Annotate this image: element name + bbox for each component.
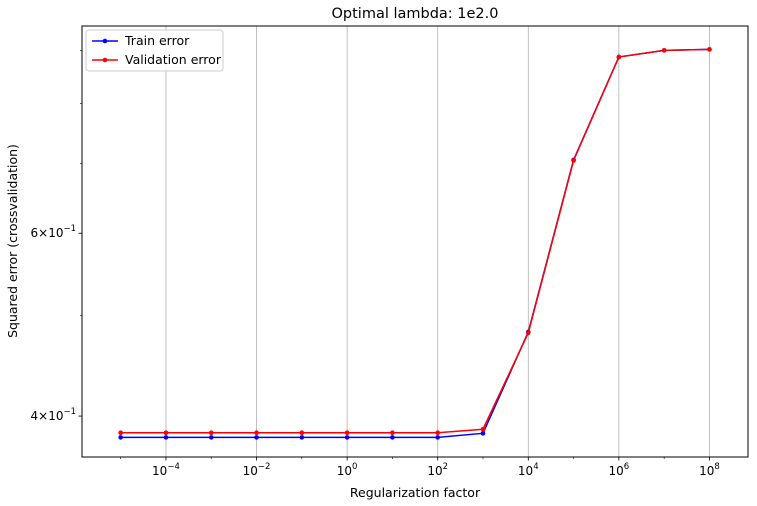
- data-point-validation: [707, 47, 712, 52]
- legend-label-validation: Validation error: [125, 52, 222, 67]
- data-point-train: [254, 435, 259, 440]
- data-point-validation: [118, 430, 123, 436]
- legend-marker-train: [102, 38, 108, 44]
- data-point-validation: [525, 330, 531, 336]
- x-tick-label: 106: [609, 462, 630, 478]
- x-tick-label: 102: [427, 462, 448, 478]
- y-axis: 4×10−1 6×10−1: [31, 50, 82, 423]
- series-line-train: [120, 48, 710, 439]
- x-axis-label: Regularization factor: [350, 485, 481, 500]
- data-point-validation: [480, 426, 486, 432]
- chart-title: Optimal lambda: 1e2.0: [331, 6, 498, 22]
- data-point-train: [390, 435, 395, 440]
- data-point-validation: [208, 430, 214, 436]
- x-axis: 10−4 10−2 100 102 104 106 108: [120, 457, 720, 478]
- y-tick-label: 6×10−1: [31, 224, 77, 240]
- x-tick-label: 108: [699, 462, 720, 478]
- plot-area-frame: [81, 25, 749, 458]
- series-train: [118, 47, 712, 440]
- legend-label-train: Train error: [124, 33, 190, 48]
- data-point-validation: [254, 430, 259, 436]
- data-point-train: [163, 435, 169, 440]
- series-line-validation: [120, 48, 710, 434]
- data-point-validation: [163, 430, 169, 436]
- data-point-train: [299, 435, 305, 440]
- x-tick-label: 104: [518, 462, 539, 478]
- data-point-train: [208, 435, 214, 440]
- legend: Train error Validation error: [85, 29, 224, 72]
- x-tick-label: 10−4: [152, 462, 180, 478]
- series-validation: [118, 47, 712, 436]
- grid-lines: [165, 26, 710, 457]
- x-tick-label: 100: [337, 462, 358, 478]
- data-point-train: [480, 431, 486, 436]
- data-point-validation: [616, 54, 622, 60]
- data-point-validation: [661, 48, 667, 53]
- data-point-validation: [390, 430, 395, 436]
- series-layer: [118, 47, 712, 440]
- data-point-validation: [299, 430, 305, 436]
- data-point-train: [435, 435, 441, 440]
- legend-box: [85, 29, 224, 72]
- data-point-validation: [435, 430, 441, 436]
- data-point-validation: [344, 430, 350, 436]
- data-point-validation: [571, 158, 576, 163]
- y-axis-label: Squared error (crossvalidation): [5, 144, 20, 338]
- legend-marker-validation: [102, 57, 108, 63]
- data-point-train: [344, 435, 350, 440]
- y-tick-label: 4×10−1: [31, 407, 77, 423]
- x-tick-label: 10−2: [243, 462, 271, 478]
- data-point-train: [118, 435, 123, 440]
